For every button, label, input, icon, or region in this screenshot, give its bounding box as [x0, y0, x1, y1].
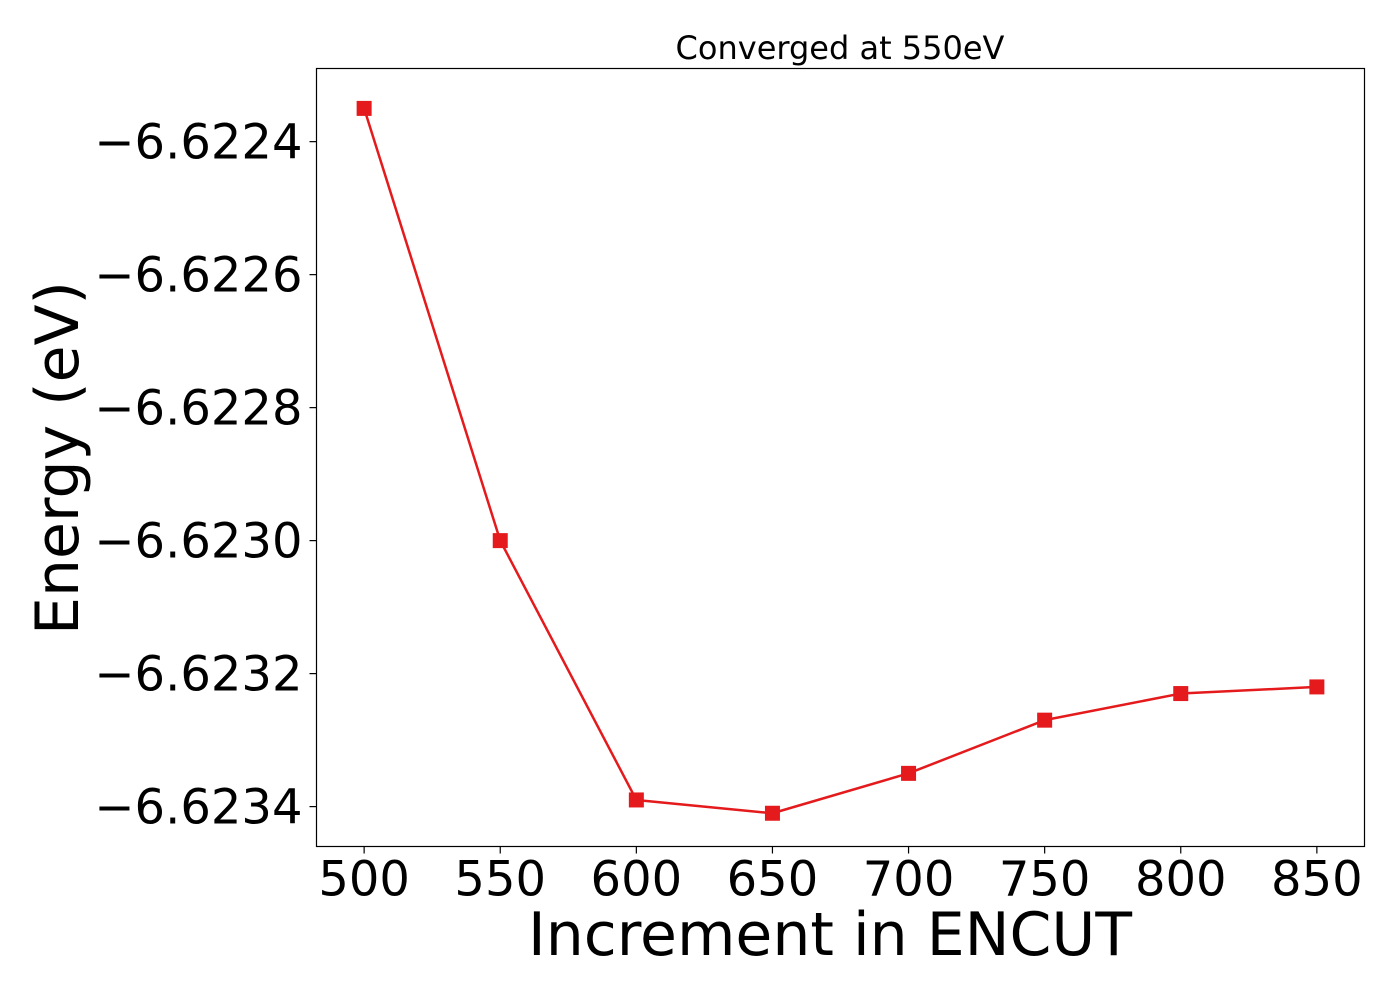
data-point-marker — [356, 100, 372, 116]
y-tick-label: −6.6234 — [94, 780, 302, 836]
data-point-marker — [628, 792, 644, 808]
x-tick-label: 850 — [1271, 852, 1363, 908]
data-point-marker — [1309, 679, 1325, 695]
x-tick-label: 600 — [591, 852, 683, 908]
x-axis-label: Increment in ENCUT — [528, 900, 1132, 970]
y-axis-label: Energy (eV) — [23, 281, 93, 635]
series-layer — [356, 100, 1325, 821]
x-tick-label: 800 — [1135, 852, 1227, 908]
data-point-marker — [492, 533, 508, 549]
y-tick-label: −6.6228 — [94, 381, 302, 437]
data-point-marker — [1173, 686, 1189, 702]
data-point-marker — [764, 805, 780, 821]
y-axis: −6.6224 −6.6226 −6.6228 −6.6230 −6.6232 −6.62… — [94, 115, 317, 836]
y-tick-label: −6.6226 — [94, 248, 302, 304]
chart-title: Converged at 550eV — [676, 29, 1005, 67]
series-line — [362, 108, 1317, 815]
x-tick-label: 700 — [863, 852, 955, 908]
x-tick-label: 500 — [318, 852, 410, 908]
y-tick-label: −6.6230 — [94, 514, 302, 570]
y-tick-label: −6.6224 — [94, 115, 302, 171]
x-tick-label: 550 — [454, 852, 546, 908]
data-point-marker — [1037, 712, 1053, 728]
x-tick-label: 750 — [999, 852, 1091, 908]
y-tick-label: −6.6232 — [94, 647, 302, 703]
data-point-marker — [901, 765, 917, 781]
x-axis: 500 550 600 650 700 750 800 850 — [318, 846, 1363, 908]
plot-area-frame — [315, 67, 1366, 848]
x-tick-label: 650 — [727, 852, 819, 908]
